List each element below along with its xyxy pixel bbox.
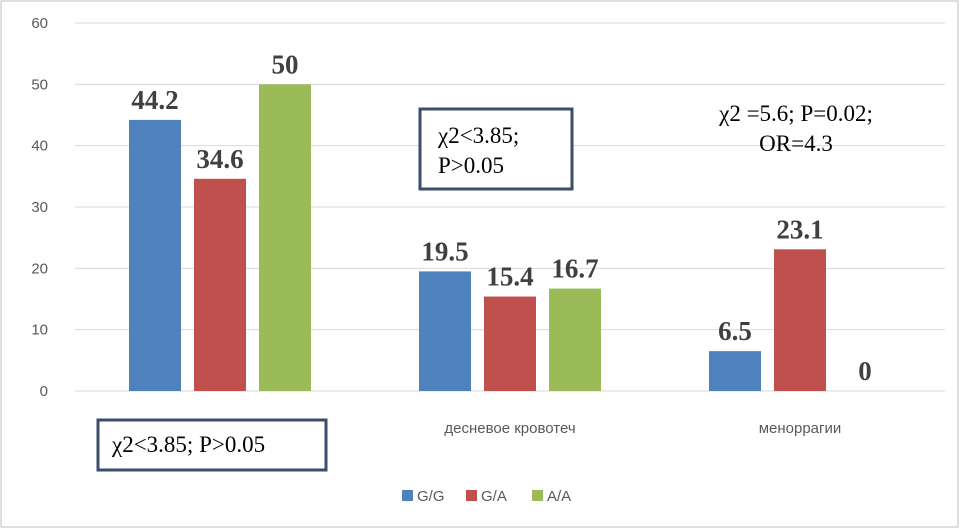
bars — [129, 84, 826, 391]
data-label: 44.2 — [131, 85, 178, 115]
bar-GG-2 — [709, 351, 761, 391]
category-label: меноррагии — [759, 420, 842, 437]
legend-label: G/G — [417, 488, 445, 505]
bar-GA-0 — [194, 178, 246, 391]
bar-GA-1 — [484, 296, 536, 391]
legend-swatch — [532, 490, 543, 501]
legend-label: A/A — [547, 488, 571, 505]
legend: G/G G/A A/A — [402, 488, 571, 505]
data-label: 23.1 — [776, 214, 823, 244]
data-label: 34.6 — [196, 144, 243, 174]
data-label: 0 — [858, 356, 872, 386]
category-label: десневое кровотеч — [444, 420, 575, 437]
bar-GG-0 — [129, 119, 181, 391]
data-label: 15.4 — [486, 262, 533, 292]
y-tick-label: 30 — [31, 199, 48, 216]
bar-GG-1 — [419, 271, 471, 391]
stat-box-frame — [96, 418, 328, 472]
bar-GA-2 — [774, 249, 826, 391]
y-tick-label: 20 — [31, 260, 48, 277]
y-tick-label: 0 — [40, 383, 48, 400]
data-label: 16.7 — [551, 254, 598, 284]
stat-box-category-2: χ2<3.85; P>0.05 — [418, 107, 574, 191]
legend-swatch — [402, 490, 413, 501]
stat-box-category-1: χ2<3.85; P>0.05 — [96, 418, 328, 472]
data-labels: 44.2 34.6 50 19.5 15.4 16.7 6.5 23.1 0 — [131, 49, 871, 386]
stat-text-category-3: χ2 =5.6; P=0.02; OR=4.3 — [718, 101, 873, 156]
legend-label: G/A — [481, 488, 507, 505]
bar-AA-1 — [549, 288, 601, 391]
stat-text: χ2<3.85; P>0.05 — [111, 432, 265, 457]
y-tick-label: 10 — [31, 322, 48, 339]
y-tick-label: 60 — [31, 15, 48, 32]
stat-text-line2: OR=4.3 — [759, 131, 833, 156]
stat-box-frame — [418, 107, 574, 191]
data-label: 6.5 — [718, 316, 752, 346]
y-tick-label: 40 — [31, 138, 48, 155]
y-axis-ticks: 0 10 20 30 40 50 60 — [31, 15, 48, 400]
category-labels: десневое кровотеч меноррагии — [444, 420, 841, 437]
stat-text-line1: χ2<3.85; — [437, 123, 519, 148]
legend-swatch — [466, 490, 477, 501]
stat-text-line2: P>0.05 — [438, 153, 504, 178]
data-label: 50 — [272, 49, 299, 79]
stat-text-line1: χ2 =5.6; P=0.02; — [718, 101, 873, 126]
data-label: 19.5 — [421, 236, 468, 266]
bar-AA-0 — [259, 84, 311, 391]
y-tick-label: 50 — [31, 76, 48, 93]
